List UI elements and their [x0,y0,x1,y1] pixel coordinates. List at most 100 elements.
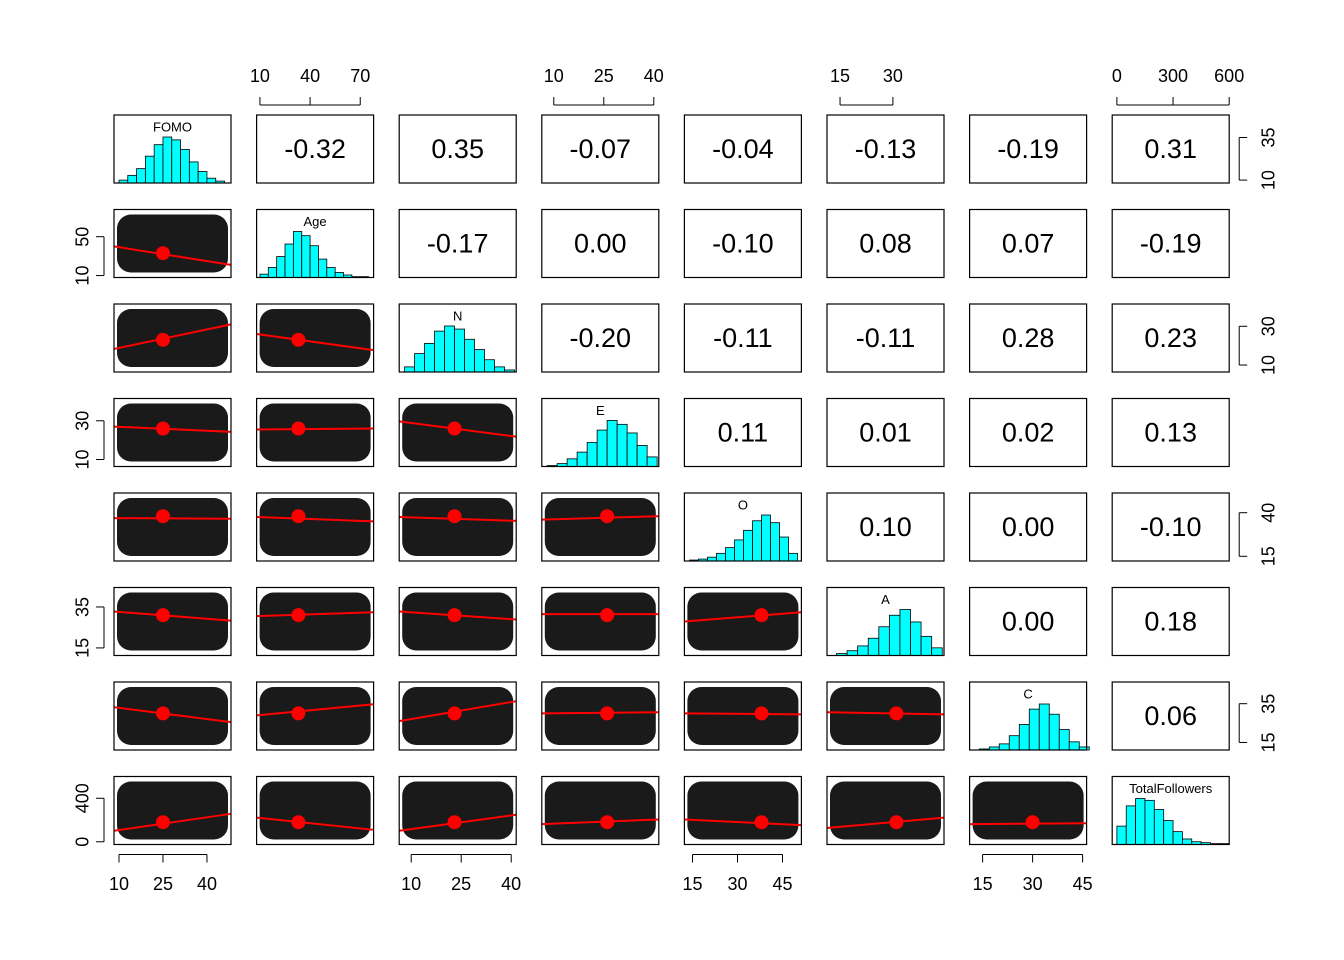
hist-bar [734,539,744,562]
correlation: 0.10 [859,512,912,542]
tick-label: 35 [1259,694,1279,714]
hist-bar [206,177,217,184]
mean-point [754,706,769,721]
hist-bar [444,325,455,373]
point-cloud [117,403,228,462]
correlation: -0.11 [713,323,773,353]
tick-label: 50 [73,227,93,247]
tick-label: 30 [1259,316,1279,336]
tick-label: 40 [300,66,320,86]
fit-line [684,611,802,623]
correlation: -0.04 [712,134,774,164]
hist-bar [334,272,344,278]
mean-point [889,815,904,830]
point-cloud [117,687,228,745]
mean-point [1025,815,1040,830]
fit-line [541,515,659,521]
panel-border [826,492,945,562]
panel-border [968,492,1088,562]
tick-label: 45 [772,874,792,894]
tick-label: 400 [73,783,93,813]
hist-bar [586,442,598,467]
fit-line [256,816,374,831]
panel-border [541,303,660,373]
panel-border [968,208,1088,279]
hist-bar [276,256,286,278]
hist-bar [464,338,475,373]
tick-label: 10 [250,66,270,86]
hist-bar [162,136,173,184]
hist-bar [566,458,578,467]
fit-line [826,816,945,829]
point-cloud [117,781,228,840]
point-cloud [972,781,1084,840]
mean-point [291,421,306,436]
point-cloud [687,687,799,745]
panel-border [113,303,232,373]
hist-bar [910,621,922,656]
panel-border [968,397,1088,468]
tick-label: 15 [682,874,702,894]
correlation: -0.10 [712,229,774,259]
panel-border [541,681,660,751]
panel-border [1111,775,1230,846]
correlation: 0.28 [1002,323,1055,353]
variable-name: N [453,308,462,323]
fit-line [256,703,374,717]
point-cloud [687,781,799,840]
hist-bar [761,514,771,562]
mean-point [155,246,170,261]
tick-label: 25 [594,66,614,86]
point-cloud [687,592,799,651]
correlation: 0.23 [1144,323,1197,353]
panel-border [968,114,1088,184]
panel-border [968,303,1088,373]
point-cloud [117,214,228,273]
hist-bar [1116,825,1127,845]
tick-label: 40 [644,66,664,86]
tick-label: 40 [501,874,521,894]
panel-border [1111,492,1230,562]
hist-bar [1135,798,1146,845]
hist-bar [136,168,146,184]
fit-line [113,517,232,520]
panel-border [826,303,945,373]
hist-bar [292,231,303,278]
correlation: -0.19 [1140,229,1202,259]
variable-name: Age [304,214,327,229]
tick-label: 25 [153,874,173,894]
correlation: 0.07 [1002,229,1055,259]
hist-bar [1048,713,1060,751]
hist-bar [434,330,445,373]
hist-bar [1125,805,1136,845]
panel-border [256,775,375,846]
variable-name: O [738,497,748,512]
hist-bar [596,429,608,467]
panel-border [256,681,375,751]
tick-label: 15 [73,638,93,658]
mean-point [155,421,170,436]
hist-bar [1144,799,1155,845]
panel-border [826,775,945,846]
panel-border [113,586,232,657]
hist-bar [878,626,890,656]
panel-border [256,586,375,657]
hist-bar [606,420,618,467]
hist-bar [626,432,638,467]
correlation: -0.11 [856,323,916,353]
panel-border [398,681,517,751]
hist-bar [725,547,735,562]
tick-label: 40 [197,874,217,894]
mean-point [291,608,306,623]
panel-border [683,492,803,562]
hist-bar [779,536,789,562]
hist-bar [454,328,465,373]
point-cloud [402,781,514,840]
point-cloud [117,309,228,367]
fit-line [256,333,374,352]
panel-border [256,303,375,373]
hist-bar [998,743,1010,751]
mean-point [291,815,306,830]
hist-bar [743,529,753,562]
panel-border [683,586,803,657]
